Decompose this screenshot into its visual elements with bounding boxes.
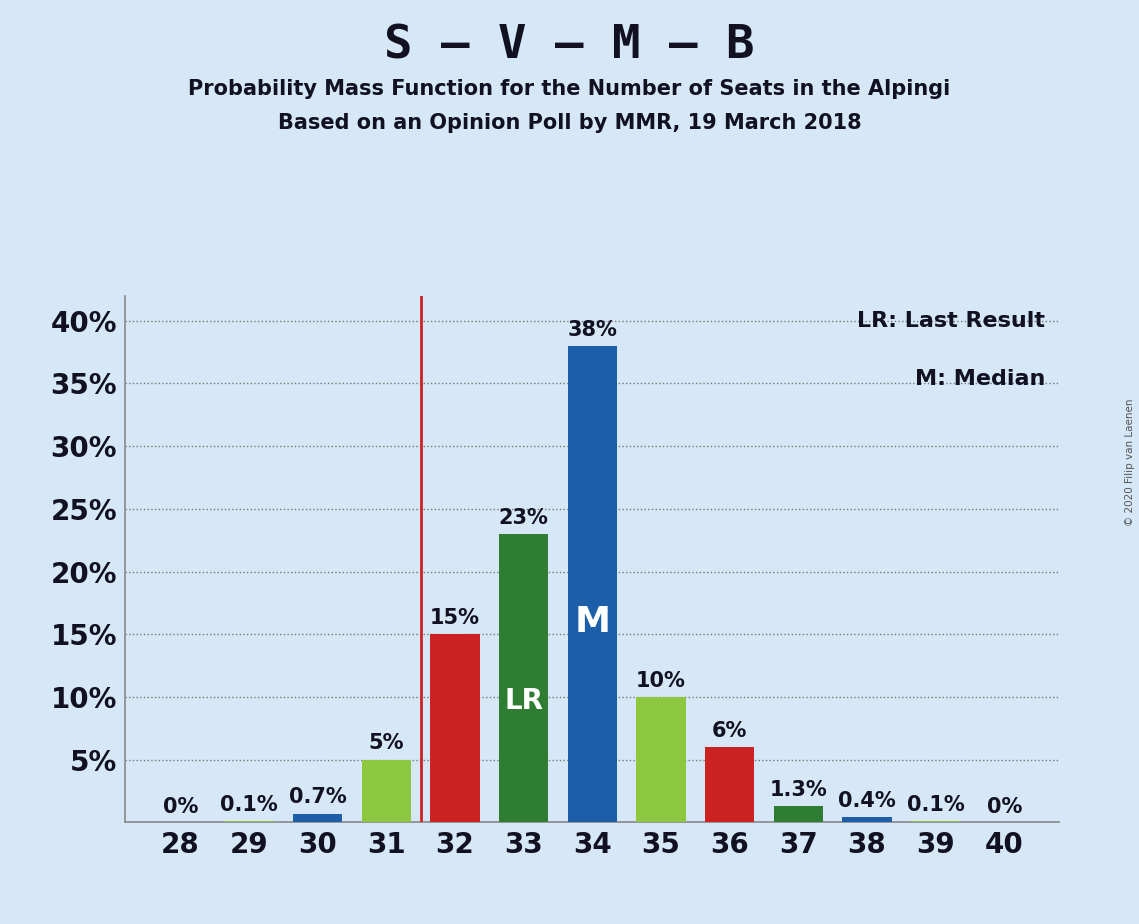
- Text: Probability Mass Function for the Number of Seats in the Alpingi: Probability Mass Function for the Number…: [188, 79, 951, 99]
- Text: 0%: 0%: [986, 797, 1022, 818]
- Bar: [431, 634, 480, 822]
- Bar: [705, 748, 754, 822]
- Bar: [499, 534, 548, 822]
- Bar: [293, 814, 343, 822]
- Text: M: Median: M: Median: [915, 370, 1046, 389]
- Text: 15%: 15%: [429, 608, 480, 628]
- Text: Based on an Opinion Poll by MMR, 19 March 2018: Based on an Opinion Poll by MMR, 19 Marc…: [278, 113, 861, 133]
- Text: 23%: 23%: [499, 507, 549, 528]
- Text: 6%: 6%: [712, 721, 747, 741]
- Bar: [842, 818, 892, 822]
- Text: 0%: 0%: [163, 797, 198, 818]
- Text: 38%: 38%: [567, 320, 617, 340]
- Text: 0.1%: 0.1%: [220, 795, 278, 815]
- Bar: [361, 760, 411, 822]
- Text: 0.1%: 0.1%: [907, 795, 965, 815]
- Text: © 2020 Filip van Laenen: © 2020 Filip van Laenen: [1125, 398, 1134, 526]
- Bar: [224, 821, 273, 822]
- Text: S – V – M – B: S – V – M – B: [384, 23, 755, 68]
- Text: LR: Last Result: LR: Last Result: [858, 311, 1046, 332]
- Text: 1.3%: 1.3%: [770, 780, 827, 800]
- Bar: [911, 821, 960, 822]
- Bar: [637, 697, 686, 822]
- Bar: [567, 346, 617, 822]
- Text: 0.7%: 0.7%: [288, 787, 346, 808]
- Text: 5%: 5%: [369, 734, 404, 753]
- Text: 0.4%: 0.4%: [838, 791, 896, 811]
- Text: LR: LR: [505, 687, 543, 715]
- Text: 10%: 10%: [636, 671, 686, 691]
- Bar: [773, 806, 823, 822]
- Text: M: M: [574, 605, 611, 639]
